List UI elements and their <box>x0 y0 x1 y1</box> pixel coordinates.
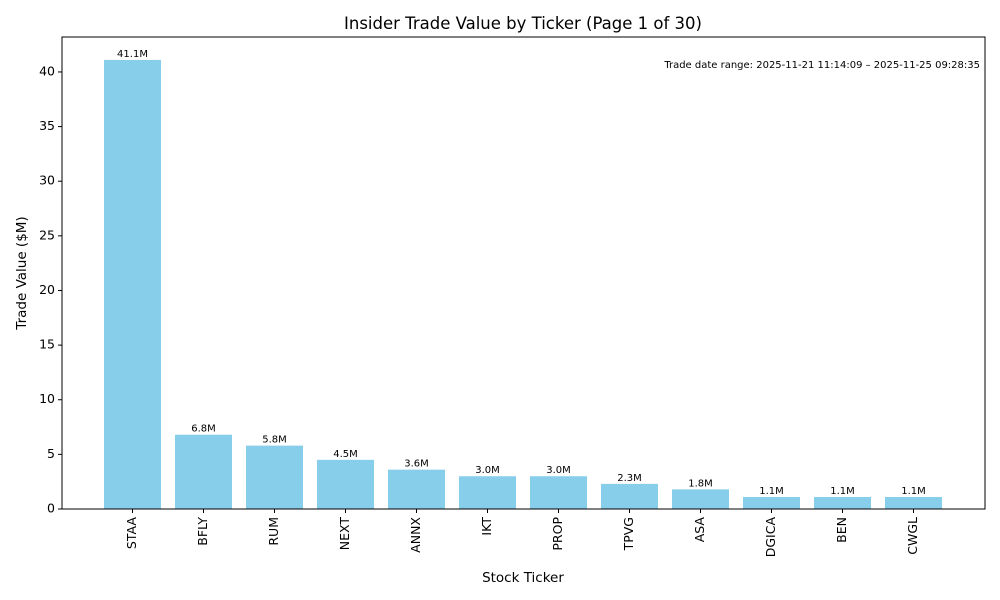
x-tick-label: NEXT <box>337 517 352 551</box>
y-tick-label: 0 <box>47 501 55 516</box>
x-tick-label: STAA <box>124 517 139 549</box>
data-label-annx: 3.6M <box>404 459 429 470</box>
x-tick-label: CWGL <box>905 517 920 555</box>
x-tick-label: IKT <box>479 517 494 536</box>
data-label-next: 4.5M <box>333 449 358 460</box>
bar-staa <box>104 59 161 509</box>
data-label-prop: 3.0M <box>546 465 571 476</box>
bar-ikt <box>459 476 516 509</box>
data-label-asa: 1.8M <box>688 478 713 489</box>
y-tick-label: 20 <box>39 282 55 297</box>
x-tick-label: ASA <box>692 517 707 543</box>
x-tick-label: TPVG <box>621 517 636 551</box>
y-tick-label: 10 <box>39 391 55 406</box>
x-tick-label: BFLY <box>195 517 210 546</box>
bar-bfly <box>175 434 232 509</box>
x-tick-label: PROP <box>550 517 565 551</box>
x-tick-label: BEN <box>834 517 849 543</box>
data-label-ben: 1.1M <box>830 486 855 497</box>
data-label-cwgl: 1.1M <box>901 486 926 497</box>
data-label-dgica: 1.1M <box>759 486 784 497</box>
bar-rum <box>246 445 303 509</box>
data-label-rum: 5.8M <box>262 435 287 446</box>
x-tick-label: DGICA <box>763 517 778 558</box>
bars-layer: 41.1M 6.8M 5.8M 4.5M 3.6M 3.0M 3.0M 2.3M 1.8M 1.1… <box>104 49 942 509</box>
bar-tpvg <box>601 483 658 509</box>
y-tick-label: 35 <box>39 118 55 133</box>
bar-next <box>317 459 374 509</box>
plot-frame <box>61 36 986 510</box>
y-tick-label: 40 <box>39 63 55 78</box>
bar-dgica <box>743 496 800 509</box>
date-range-annotation: Trade date range: 2025-11-21 11:14:09 – … <box>663 60 980 71</box>
y-tick-label: 30 <box>39 173 55 188</box>
y-tick-label: 5 <box>47 446 55 461</box>
x-axis-title: Stock Ticker <box>482 570 564 586</box>
bar-cwgl <box>885 496 942 509</box>
y-axis-title: Trade Value ($M) <box>14 216 30 330</box>
bar-prop <box>530 476 587 509</box>
x-tick-label: RUM <box>266 517 281 546</box>
chart-title: Insider Trade Value by Ticker (Page 1 of… <box>344 14 702 33</box>
x-tick-label: ANNX <box>408 517 423 553</box>
bar-ben <box>814 496 871 509</box>
y-tick-label: 15 <box>39 337 55 352</box>
axes-layer: STAA BFLY RUM NEXT ANNX IKT PROP TPVG ASA DGICA BE… <box>39 36 986 558</box>
data-label-staa: 41.1M <box>117 49 148 60</box>
y-tick-label: 25 <box>39 227 55 242</box>
bar-annx <box>388 469 445 509</box>
bar-asa <box>672 489 729 509</box>
data-label-ikt: 3.0M <box>475 465 500 476</box>
data-label-bfly: 6.8M <box>191 424 216 435</box>
data-label-tpvg: 2.3M <box>617 473 642 484</box>
